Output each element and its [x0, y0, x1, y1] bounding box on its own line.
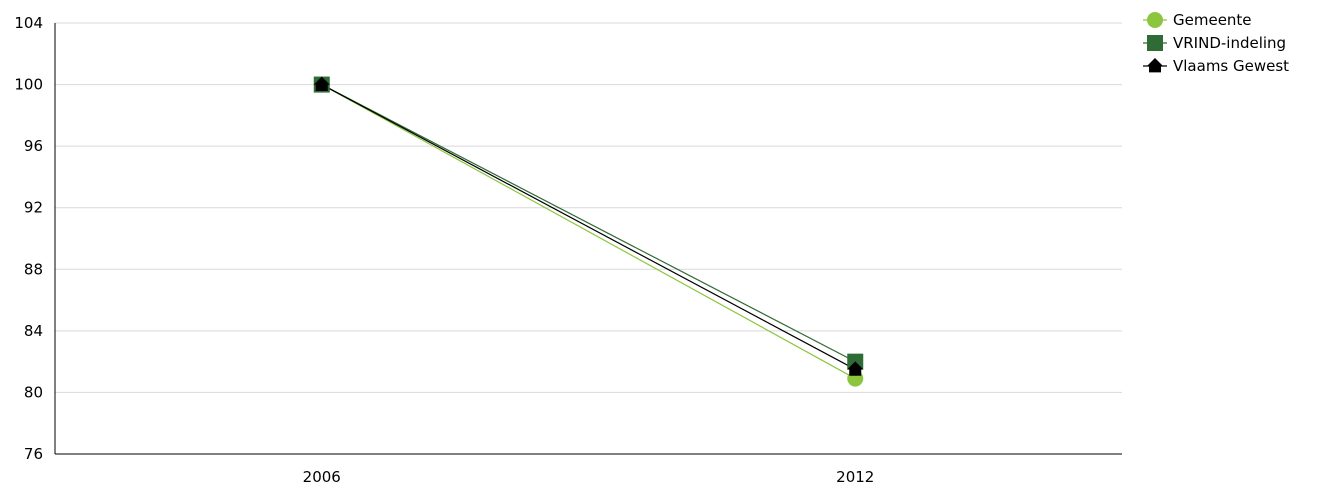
data-point-vlaams-gewest-2006 — [313, 76, 330, 91]
series-line-vrind-indeling — [321, 84, 856, 363]
legend: Gemeente VRIND-indeling Vlaams Gewest — [1143, 11, 1289, 75]
data-point-vlaams-gewest-2012 — [847, 361, 864, 376]
y-tick-label-84: 84 — [24, 322, 43, 340]
series-line-vlaams-gewest — [321, 84, 856, 370]
y-tick-label-88: 88 — [24, 260, 43, 278]
x-tick-label-2006: 2006 — [303, 468, 341, 486]
x-tick-label-2012: 2012 — [836, 468, 874, 486]
y-tick-label-76: 76 — [24, 445, 43, 463]
y-tick-label-92: 92 — [24, 199, 43, 217]
axes — [54, 23, 1122, 455]
x-axis-ticks: 2006 2012 — [303, 468, 875, 486]
y-tick-label-104: 104 — [14, 14, 43, 32]
series-markers — [313, 76, 864, 387]
series-line-gemeente — [321, 84, 856, 380]
series-lines — [321, 84, 856, 380]
y-tick-label-80: 80 — [24, 383, 43, 401]
legend-marker-2 — [1147, 58, 1163, 73]
legend-marker-1 — [1147, 35, 1163, 51]
legend-marker-0 — [1147, 12, 1163, 28]
y-tick-label-96: 96 — [24, 137, 43, 155]
legend-label-2: Vlaams Gewest — [1173, 57, 1289, 75]
y-tick-label-100: 100 — [14, 76, 43, 94]
y-axis-ticks: 76 80 84 88 92 96 100 104 — [14, 14, 43, 463]
legend-label-0: Gemeente — [1173, 11, 1252, 29]
gridlines — [55, 22, 1122, 393]
legend-label-1: VRIND-indeling — [1173, 34, 1286, 52]
